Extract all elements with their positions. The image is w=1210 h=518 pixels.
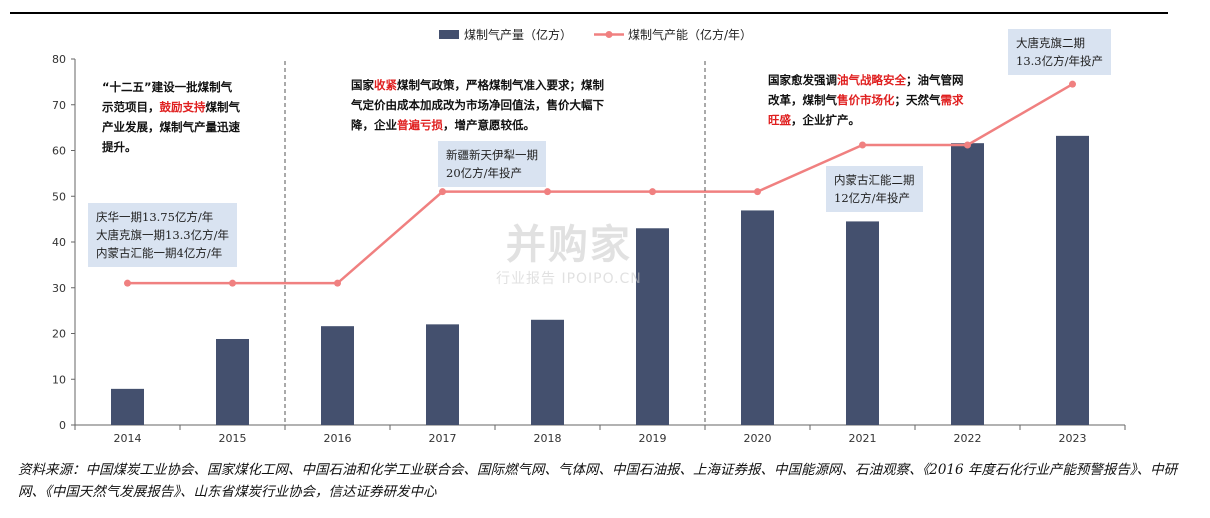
note-text: 国家 [351, 78, 374, 92]
capacity-point-2016 [334, 279, 341, 287]
policy-note-2011-2015: “十二五”建设一批煤制气 示范项目，鼓励支持煤制气 产业发展，煤制气产量迅速 提升。 [102, 77, 240, 157]
capacity-point-2021 [859, 141, 866, 149]
note-text: 降，企业 [351, 118, 397, 132]
x-tick-label: 2014 [114, 432, 142, 445]
bar-2018 [531, 319, 564, 425]
note-line: 国家愈发强调油气战略安全；油气管网 [768, 70, 964, 90]
note-line: 气定价由成本加成改为市场净回值法，售价大幅下 [351, 95, 604, 115]
legend-line-label: 煤制气产能（亿方/年） [628, 27, 752, 42]
note-line: 改革，煤制气售价市场化；天然气需求 [768, 90, 964, 110]
annotation-box-2021: 内蒙古汇能二期 12亿方/年投产 [826, 166, 923, 212]
bar-2019 [636, 228, 669, 425]
note-line: 国家收紧煤制气政策，严格煤制气准入要求；煤制 [351, 75, 604, 95]
capacity-point-2018 [544, 188, 551, 196]
capacity-point-2014 [124, 279, 131, 287]
capacity-line [127, 83, 1074, 285]
capacity-point-2020 [754, 188, 761, 196]
note-text: “十二五”建设一批煤制气 [102, 80, 233, 94]
note-text: 国家愈发强调 [768, 73, 837, 87]
x-tick-label: 2018 [534, 432, 562, 445]
period-dividers [284, 61, 706, 425]
note-text: ；油气管网 [906, 73, 964, 87]
bar-2023 [1056, 135, 1089, 426]
annotation-line: 内蒙古汇能二期 [834, 173, 915, 187]
y-tick-label: 50 [52, 190, 66, 203]
bar-2015 [216, 338, 249, 425]
capacity-point-2017 [439, 188, 446, 196]
note-text: 改革，煤制气 [768, 93, 837, 107]
note-text: ；天然气 [894, 93, 941, 107]
chart-canvas: 煤制气产量（亿方） 煤制气产能（亿方/年） 0 10 20 30 40 50 60 70 80 2… [10, 12, 1168, 445]
bar-series [111, 135, 1089, 426]
x-tick-label: 2023 [1059, 432, 1087, 445]
x-tick-label: 2021 [849, 432, 877, 445]
x-tick-label: 2022 [954, 432, 982, 445]
highlighted-text: 旺盛 [768, 113, 791, 127]
y-tick-label: 0 [59, 419, 66, 432]
highlighted-text: 油气战略安全 [837, 73, 906, 87]
y-tick-label: 60 [52, 145, 66, 158]
note-line: 产业发展，煤制气产量迅速 [102, 117, 240, 137]
y-tick-label: 20 [52, 328, 66, 341]
bar-2022 [951, 143, 984, 425]
x-tick-label: 2020 [744, 432, 772, 445]
x-tick-label: 2019 [639, 432, 667, 445]
bar-2021 [846, 221, 879, 425]
annotation-line: 大唐克旗一期13.3亿方/年 [96, 228, 229, 242]
note-line: 旺盛，企业扩产。 [768, 110, 964, 130]
policy-note-2020-2023: 国家愈发强调油气战略安全；油气管网 改革，煤制气售价市场化；天然气需求 旺盛，企业扩… [768, 70, 964, 130]
highlighted-text: 售价市场化 [837, 93, 895, 107]
legend-bar-swatch [439, 30, 459, 39]
y-tick-label: 80 [52, 53, 66, 66]
annotation-line: 13.3亿方/年投产 [1016, 54, 1103, 68]
highlighted-text: 收紧 [374, 78, 397, 92]
capacity-point-2019 [649, 188, 656, 196]
y-tick-label: 40 [52, 236, 66, 249]
policy-note-2016-2019: 国家收紧煤制气政策，严格煤制气准入要求；煤制气定价由成本加成改为市场净回值法，售… [351, 75, 604, 135]
annotation-box-2014: 庆华一期13.75亿方/年 大唐克旗一期13.3亿方/年 内蒙古汇能一期4亿方/… [88, 203, 237, 267]
capacity-point-2015 [229, 279, 236, 287]
note-text: 示范项目， [102, 100, 160, 114]
legend-bar-label: 煤制气产量（亿方） [464, 27, 572, 42]
x-tick-label: 2015 [219, 432, 247, 445]
note-text: 产业发展，煤制气产量迅速 [102, 120, 240, 134]
annotation-line: 12亿方/年投产 [834, 191, 911, 205]
note-text: 气定价由成本加成改为市场净回值法，售价大幅下 [351, 98, 604, 112]
note-text: 煤制气 [205, 100, 241, 114]
annotation-line: 20亿方/年投产 [446, 166, 523, 180]
note-line: “十二五”建设一批煤制气 [102, 77, 240, 97]
capacity-point-2023 [1069, 80, 1076, 88]
note-text: 煤制气政策，严格煤制气准入要求；煤制 [397, 78, 604, 92]
x-tick-label: 2017 [429, 432, 457, 445]
bar-2016 [321, 326, 354, 425]
note-text: ，企业扩产。 [791, 113, 860, 127]
annotation-line: 庆华一期13.75亿方/年 [96, 210, 214, 224]
note-text: 提升。 [102, 140, 137, 154]
note-line: 提升。 [102, 137, 240, 157]
y-tick-label: 30 [52, 282, 66, 295]
highlighted-text: 需求 [940, 93, 964, 107]
capacity-point-2022 [964, 141, 971, 149]
axes: 0 10 20 30 40 50 60 70 80 2014 2015 2016 2017 2018 201… [52, 53, 1126, 445]
note-text: ，增产意愿较低。 [443, 118, 535, 132]
x-tick-label: 2016 [324, 432, 352, 445]
legend: 煤制气产量（亿方） 煤制气产能（亿方/年） [439, 27, 752, 42]
y-tick-label: 70 [52, 99, 66, 112]
bar-2017 [426, 324, 459, 425]
source-note: 资料来源：中国煤炭工业协会、国家煤化工网、中国石油和化学工业联合会、国际燃气网、… [18, 462, 1178, 500]
annotation-line: 内蒙古汇能一期4亿方/年 [96, 246, 223, 260]
annotation-box-2023: 大唐克旗二期 13.3亿方/年投产 [1008, 29, 1111, 75]
line-series [124, 80, 1076, 287]
note-line: 降，企业普遍亏损，增产意愿较低。 [351, 115, 604, 135]
highlighted-text: 鼓励支持 [159, 100, 206, 114]
highlighted-text: 普遍亏损 [397, 118, 443, 132]
bar-2020 [741, 210, 774, 425]
y-tick-label: 10 [52, 373, 66, 386]
annotation-line: 大唐克旗二期 [1016, 36, 1085, 50]
annotation-box-2017: 新疆新天伊犁一期 20亿方/年投产 [438, 141, 546, 187]
bar-2014 [111, 388, 144, 425]
annotation-line: 新疆新天伊犁一期 [446, 148, 538, 162]
legend-line-marker [605, 31, 613, 38]
note-line: 示范项目，鼓励支持煤制气 [102, 97, 240, 117]
